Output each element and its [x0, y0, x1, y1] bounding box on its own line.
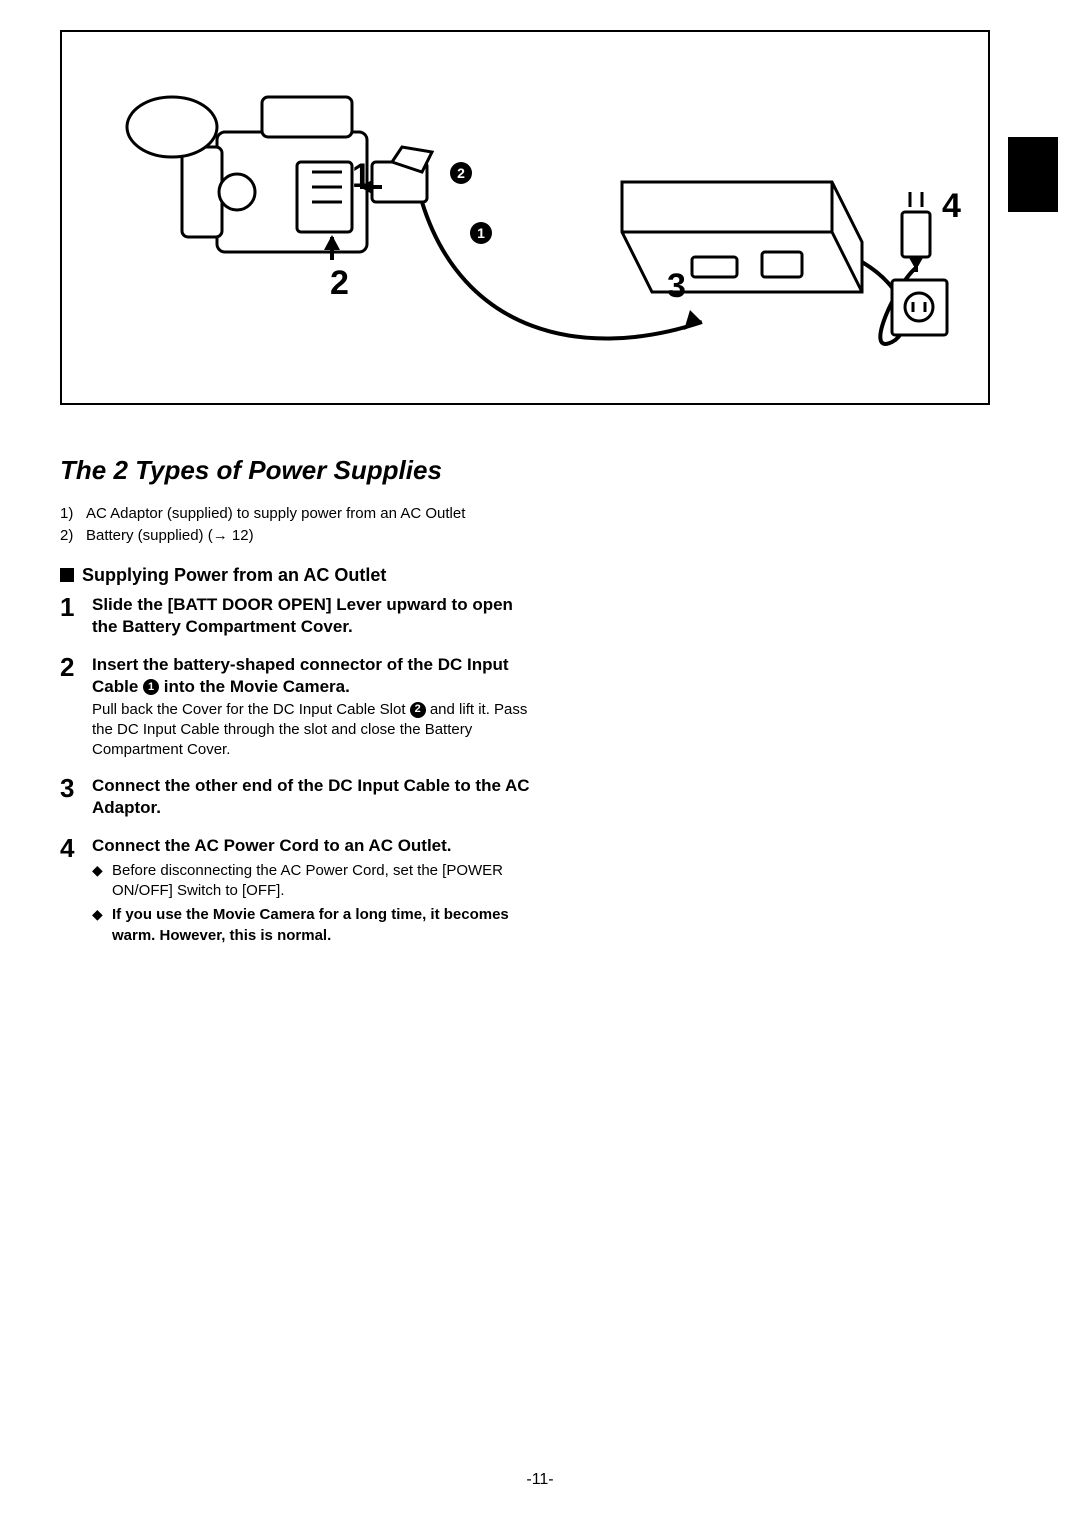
- sub-heading-text: Supplying Power from an AC Outlet: [82, 565, 386, 586]
- step-num-1: 1: [60, 594, 82, 640]
- step-title-2: Insert the battery-shaped connector of t…: [92, 654, 540, 698]
- fig-label-1: 1: [352, 157, 371, 196]
- step-num-4: 4: [60, 835, 82, 950]
- circled-2-inline-icon: 2: [410, 702, 426, 718]
- step-4-bullet-1: Before disconnecting the AC Power Cord, …: [92, 861, 540, 902]
- power-types-list: 1)AC Adaptor (supplied) to supply power …: [60, 504, 540, 547]
- step-4-bullet-2: If you use the Movie Camera for a long t…: [92, 905, 540, 946]
- fig-label-2: 2: [330, 264, 349, 303]
- power-type-1: 1)AC Adaptor (supplied) to supply power …: [60, 504, 540, 524]
- step-4-bullets: Before disconnecting the AC Power Cord, …: [92, 861, 540, 946]
- step-2: 2 Insert the battery-shaped connector of…: [60, 654, 540, 761]
- step-3: 3 Connect the other end of the DC Input …: [60, 775, 540, 821]
- step-num-2: 2: [60, 654, 82, 761]
- circled-1-inline-icon: 1: [143, 679, 159, 695]
- page-number: -11-: [0, 1471, 1080, 1489]
- fig-circled-1: 1: [470, 222, 492, 244]
- fig-label-3: 3: [667, 267, 686, 306]
- side-tab: [1008, 137, 1058, 212]
- step-desc-2: Pull back the Cover for the DC Input Cab…: [92, 700, 540, 761]
- figure-box: 1 2 3 4 1 2: [60, 30, 990, 405]
- step-title-4: Connect the AC Power Cord to an AC Outle…: [92, 835, 540, 857]
- section-title: The 2 Types of Power Supplies: [60, 455, 1020, 486]
- step-num-3: 3: [60, 775, 82, 821]
- fig-circled-2: 2: [450, 162, 472, 184]
- content-column: 1)AC Adaptor (supplied) to supply power …: [60, 504, 540, 950]
- sub-heading: Supplying Power from an AC Outlet: [60, 565, 540, 586]
- fig-label-4: 4: [942, 187, 961, 226]
- step-1: 1 Slide the [BATT DOOR OPEN] Lever upwar…: [60, 594, 540, 640]
- power-supply-diagram: [62, 32, 992, 407]
- step-title-1: Slide the [BATT DOOR OPEN] Lever upward …: [92, 594, 540, 638]
- square-bullet-icon: [60, 568, 74, 582]
- step-title-3: Connect the other end of the DC Input Ca…: [92, 775, 540, 819]
- power-type-2: 2)Battery (supplied) (→ 12): [60, 526, 540, 546]
- step-4: 4 Connect the AC Power Cord to an AC Out…: [60, 835, 540, 950]
